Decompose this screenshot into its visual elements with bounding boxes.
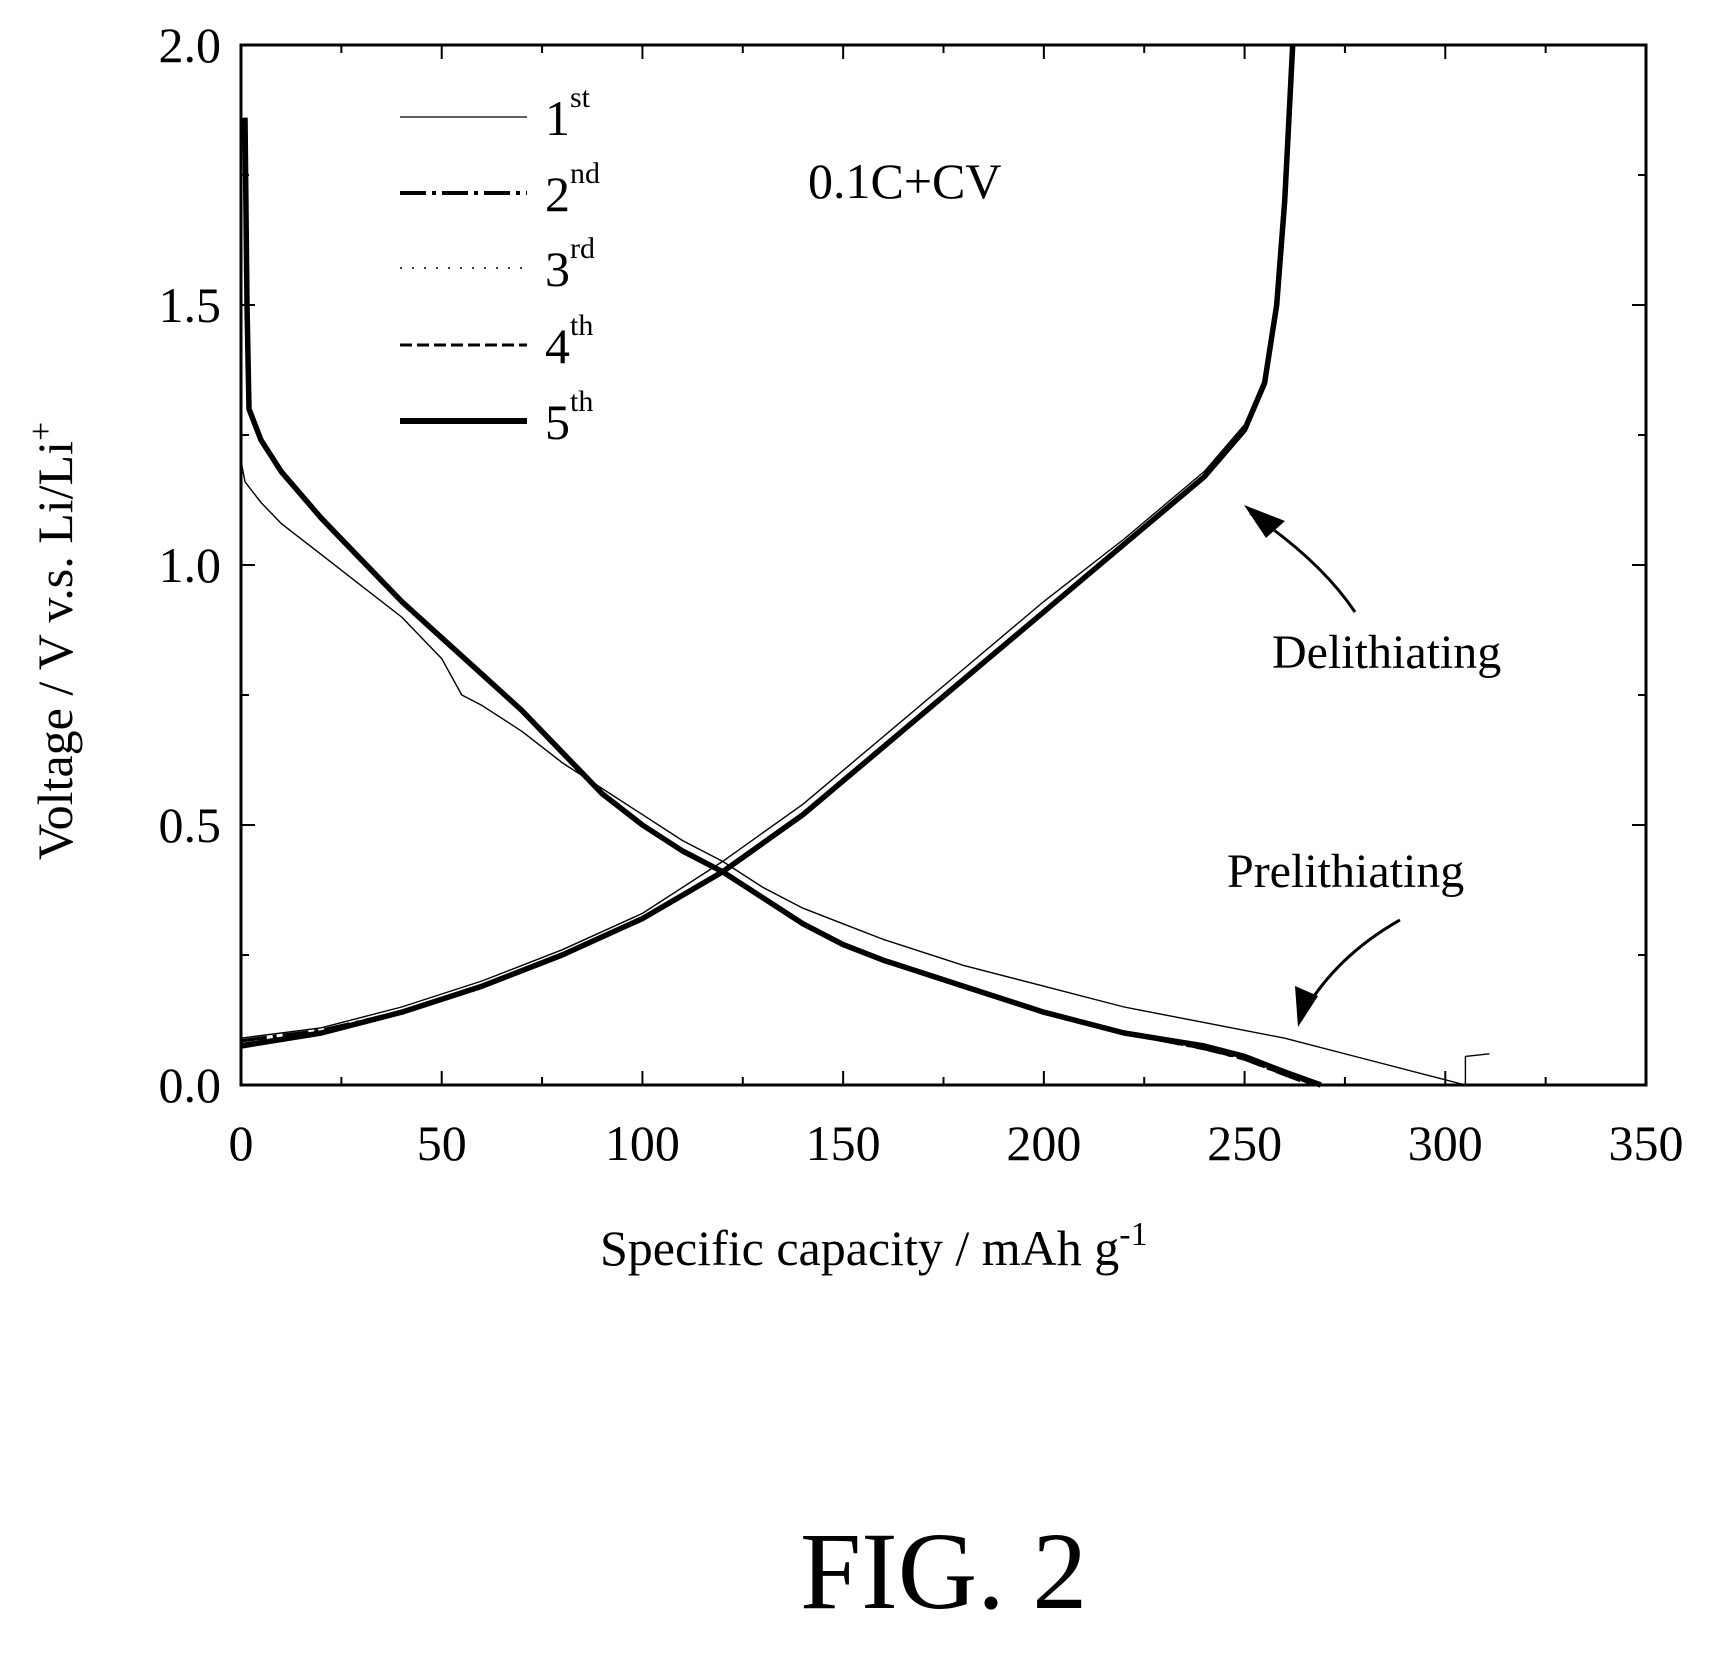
- y-tick-label: 0.0: [159, 1057, 222, 1113]
- x-tick-label: 250: [1207, 1115, 1282, 1171]
- legend-label-2: 2nd: [545, 157, 600, 222]
- legend: 1st 2nd 3rd 4th 5th: [400, 81, 600, 450]
- series-5-delithiating-curve: [240, 44, 1296, 1049]
- figure-label: FIG. 2: [800, 1510, 1087, 1632]
- series-1-prelithiating-curve: [240, 460, 1466, 1086]
- x-tick-label: 300: [1408, 1115, 1483, 1171]
- x-tick-label: 0: [229, 1115, 254, 1171]
- legend-label-4-superscript: th: [570, 309, 593, 342]
- series-5-prelithiating-curve: [242, 117, 1322, 1088]
- prelithiating-label: Prelithiating: [1227, 845, 1464, 898]
- y-tick-label: 1.5: [159, 277, 222, 333]
- x-tick-label: 100: [605, 1115, 680, 1171]
- x-tick-label: 150: [806, 1115, 881, 1171]
- legend-label-1-superscript: st: [570, 81, 591, 114]
- delithiating-arrowhead: [1244, 505, 1285, 538]
- x-tick-label: 350: [1609, 1115, 1684, 1171]
- prelithiating-arrowhead: [1295, 986, 1318, 1027]
- x-axis-title: Specific capacity / mAh g-1: [600, 1216, 1148, 1276]
- y-axis-title: Voltage / V v.s. Li/Li+: [23, 422, 83, 860]
- legend-label-5: 5th: [545, 385, 593, 450]
- delithiating-label: Delithiating: [1272, 626, 1501, 679]
- legend-label-4: 4th: [545, 309, 593, 374]
- y-axis-title-superscript: +: [23, 422, 60, 441]
- x-tick-label: 200: [1006, 1115, 1081, 1171]
- y-tick-label: 0.5: [159, 797, 222, 853]
- series-1-tail-curve: [1464, 1053, 1490, 1085]
- y-tick-label: 1.0: [159, 537, 222, 593]
- legend-label-3: 3rd: [545, 232, 595, 297]
- legend-label-3-superscript: rd: [570, 232, 595, 265]
- condition-label: 0.1C+CV: [808, 153, 1002, 209]
- x-axis-title-superscript: -1: [1119, 1216, 1147, 1253]
- axis-layer: 0 50 100 150 200 250 300 350 0.0 0.5 1.0 1.5 2.0: [159, 17, 1684, 1171]
- series-layer: [240, 44, 1490, 1088]
- y-tick-label: 2.0: [159, 17, 222, 73]
- legend-label-1: 1st: [545, 81, 591, 146]
- legend-label-2-superscript: nd: [570, 157, 600, 190]
- x-tick-label: 50: [417, 1115, 467, 1171]
- legend-label-5-superscript: th: [570, 385, 593, 418]
